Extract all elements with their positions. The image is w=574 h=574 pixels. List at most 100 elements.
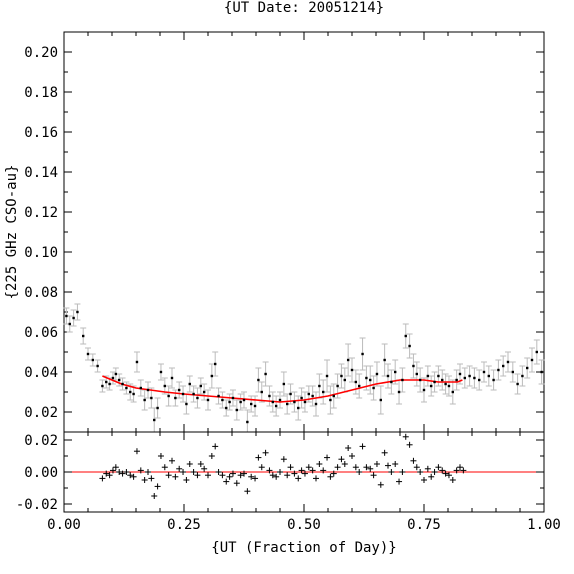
data-point <box>540 370 543 374</box>
data-point <box>521 374 524 378</box>
residual-point <box>119 470 126 477</box>
residual-point <box>116 469 123 475</box>
data-point <box>210 374 214 378</box>
residual-point <box>417 469 424 475</box>
residual-point <box>269 472 276 479</box>
data-point <box>271 400 274 404</box>
x-tick-label: 0.00 <box>47 517 81 533</box>
data-point <box>426 374 430 378</box>
data-point <box>437 374 440 378</box>
data-point <box>535 350 538 354</box>
data-point <box>372 386 375 390</box>
data-point <box>511 370 514 374</box>
data-point <box>286 402 289 406</box>
data-point <box>239 400 242 404</box>
residual-point <box>229 470 236 477</box>
chart-title: {UT Date: 20051214} <box>224 0 384 16</box>
y-axis-label: {225 GHz CSO-au} <box>4 165 20 300</box>
residual-point <box>370 472 377 479</box>
data-point <box>228 400 231 404</box>
residual-point <box>151 493 158 499</box>
residual-point <box>266 467 273 474</box>
data-point <box>196 396 199 400</box>
data-point <box>146 388 150 392</box>
data-point <box>340 374 343 378</box>
residual-point <box>298 467 305 474</box>
data-point <box>303 400 307 404</box>
residual-point <box>186 461 193 467</box>
residual-point <box>244 488 251 495</box>
residual-point <box>324 454 331 461</box>
data-point <box>268 394 271 398</box>
data-point <box>199 384 202 388</box>
upper-panel: 0.02 0.04 0.06 0.08 0.10 0.12 0.14 0.16 0.18 0.20… <box>4 0 545 433</box>
residual-point <box>277 469 283 475</box>
data-point <box>350 368 354 372</box>
x-tick-label: 0.75 <box>407 517 441 533</box>
residual-point <box>377 481 384 488</box>
data-point <box>297 406 300 410</box>
upper-y-ticks: 0.02 0.04 0.06 0.08 0.10 0.12 0.14 0.16 0.18 0.20 <box>24 31 544 433</box>
residual-point <box>99 475 106 482</box>
data-point <box>129 390 132 394</box>
residual-point <box>258 464 265 471</box>
residual-point <box>381 449 388 456</box>
residual-point <box>330 470 337 477</box>
upper-y-tick-label: 0.20 <box>24 45 58 61</box>
residual-point <box>385 462 391 469</box>
data-point <box>159 370 163 374</box>
residual-point <box>133 448 140 455</box>
residual-point <box>309 467 316 474</box>
data-point <box>361 352 364 356</box>
data-point <box>397 390 401 394</box>
data-point <box>257 378 260 382</box>
data-point <box>390 380 393 384</box>
data-point <box>135 360 139 364</box>
residual-point <box>410 457 417 464</box>
upper-y-tick-label: 0.06 <box>24 325 58 341</box>
residual-point <box>137 467 144 474</box>
residual-point <box>103 470 110 477</box>
data-point <box>132 392 135 396</box>
residual-point <box>106 472 113 479</box>
residual-point <box>172 473 179 480</box>
residual-point <box>262 449 269 456</box>
data-point <box>91 358 94 362</box>
residual-point <box>241 470 247 477</box>
data-point <box>225 406 228 410</box>
residual-point <box>215 469 222 475</box>
data-point <box>289 392 292 396</box>
residual-point <box>334 464 341 471</box>
data-point <box>143 398 146 402</box>
data-point <box>86 352 90 356</box>
residual-point <box>287 464 294 471</box>
residual-point <box>295 475 302 482</box>
data-point <box>422 388 426 392</box>
data-point <box>468 374 471 378</box>
residual-point <box>280 456 287 463</box>
residual-point <box>169 457 175 464</box>
residual-point <box>345 445 352 451</box>
x-ticks: 0.00 0.25 0.50 0.75 1.00 <box>47 32 561 533</box>
residual-point <box>157 453 164 459</box>
x-tick-label: 0.25 <box>167 517 201 533</box>
lower-points <box>99 433 467 499</box>
data-point <box>174 396 177 400</box>
residual-point <box>161 464 168 471</box>
lower-y-tick-label: 0.02 <box>24 433 58 449</box>
data-point <box>322 390 325 394</box>
residual-point <box>442 470 449 477</box>
data-point <box>242 398 246 402</box>
data-point <box>482 370 486 374</box>
residual-point <box>320 467 327 474</box>
residual-point <box>352 464 359 471</box>
data-point <box>121 382 124 386</box>
data-point <box>506 360 510 364</box>
residual-point <box>252 475 259 482</box>
residual-point <box>123 469 130 475</box>
data-point <box>185 402 188 406</box>
residual-point <box>349 453 355 459</box>
upper-y-tick-label: 0.18 <box>24 85 58 101</box>
residual-point <box>194 472 201 479</box>
residual-point <box>223 478 230 485</box>
